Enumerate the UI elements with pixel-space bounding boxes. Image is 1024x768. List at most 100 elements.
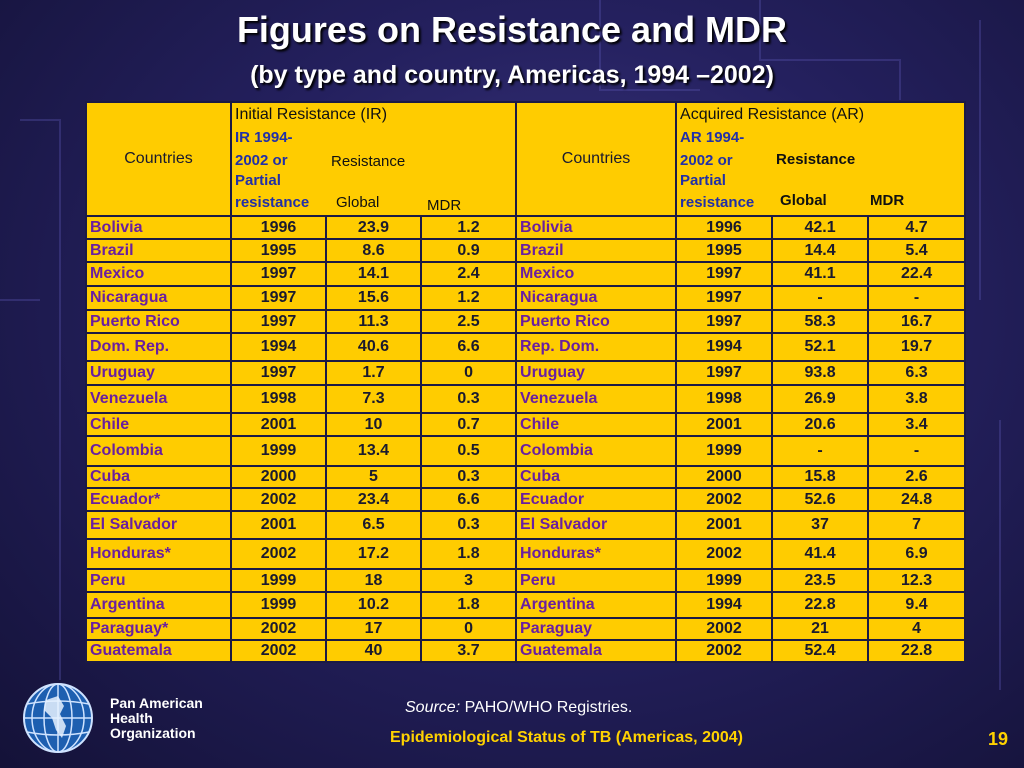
acquired-global-cell: 20.6 [771, 412, 870, 437]
initial-mdr-cell: 0.3 [419, 465, 518, 489]
initial-year-cell: 1997 [230, 309, 327, 334]
acquired-country-cell: Peru [515, 568, 678, 593]
initial-country-cell: Ecuador* [85, 487, 232, 512]
acquired-mdr-cell: 2.6 [867, 465, 967, 489]
source-text: PAHO/WHO Registries. [460, 699, 633, 716]
acquired-mdr-cell: - [867, 285, 967, 311]
acquired-country-cell: Ecuador [515, 487, 678, 512]
table-row: El Salvador 2001 6.5 0.3 El Salvador 2001 37 7 [85, 510, 967, 540]
initial-global-cell: 17 [325, 617, 422, 641]
initial-resistance-title: Initial Resistance (IR) [235, 106, 388, 123]
acquired-mdr-cell: 4.7 [867, 215, 967, 240]
table-row: Peru 1999 18 3 Peru 1999 23.5 12.3 [85, 568, 967, 593]
acquired-mdr-cell: 16.7 [867, 309, 967, 334]
initial-global-cell: 40 [325, 639, 422, 663]
initial-mdr-cell: 6.6 [419, 487, 518, 512]
acquired-mdr-cell: 24.8 [867, 487, 967, 512]
acquired-mdr-cell: 22.8 [867, 639, 967, 663]
acquired-global-cell: 21 [771, 617, 870, 641]
table-row: Cuba 2000 5 0.3 Cuba 2000 15.8 2.6 [85, 465, 967, 489]
source-label: Source: [405, 699, 461, 716]
initial-year-cell: 2001 [230, 412, 327, 437]
initial-mdr-label: MDR [427, 197, 462, 214]
initial-global-cell: 10.2 [325, 591, 422, 619]
org-line-3: Organization [110, 725, 196, 741]
initial-mdr-cell: 1.8 [419, 538, 518, 570]
acquired-global-cell: 15.8 [771, 465, 870, 489]
acquired-year-cell: 1994 [675, 332, 774, 362]
acquired-country-cell: Honduras* [515, 538, 678, 570]
initial-resistance-label: Resistance [331, 153, 406, 170]
org-line-1: Pan American [110, 695, 203, 711]
table-header-row: Countries Initial Resistance (IR) IR 199… [85, 101, 967, 217]
acquired-year-cell: 1998 [675, 384, 774, 414]
acquired-year-cell: 2002 [675, 538, 774, 570]
acquired-year-cell: 1997 [675, 360, 774, 386]
initial-country-cell: Uruguay [85, 360, 232, 386]
initial-years-line4: resistance [235, 194, 310, 211]
acquired-country-cell: Cuba [515, 465, 678, 489]
initial-global-cell: 14.1 [325, 261, 422, 287]
acquired-global-cell: - [771, 435, 870, 467]
initial-country-cell: Chile [85, 412, 232, 437]
acquired-resistance-title: Acquired Resistance (AR) [680, 106, 865, 123]
table-row: Ecuador* 2002 23.4 6.6 Ecuador 2002 52.6 24.8 [85, 487, 967, 512]
acquired-mdr-label: MDR [870, 192, 905, 209]
acquired-global-cell: 37 [771, 510, 870, 540]
initial-global-cell: 6.5 [325, 510, 422, 540]
table-row: Bolivia 1996 23.9 1.2 Bolivia 1996 42.1 4.7 [85, 215, 967, 240]
header-acquired-resistance: Acquired Resistance (AR) AR 1994- 2002 o… [675, 101, 967, 217]
acquired-mdr-cell: 4 [867, 617, 967, 641]
acquired-year-cell: 1997 [675, 261, 774, 287]
initial-year-cell: 1997 [230, 261, 327, 287]
initial-global-cell: 11.3 [325, 309, 422, 334]
acquired-resistance-label: Resistance [776, 151, 856, 168]
initial-mdr-cell: 0.7 [419, 412, 518, 437]
initial-mdr-cell: 2.5 [419, 309, 518, 334]
initial-country-cell: El Salvador [85, 510, 232, 540]
acquired-country-cell: Guatemala [515, 639, 678, 663]
initial-year-cell: 1995 [230, 238, 327, 263]
acquired-global-label: Global [780, 192, 827, 209]
table-row: Brazil 1995 8.6 0.9 Brazil 1995 14.4 5.4 [85, 238, 967, 263]
initial-global-cell: 13.4 [325, 435, 422, 467]
initial-country-cell: Venezuela [85, 384, 232, 414]
acquired-mdr-cell: 5.4 [867, 238, 967, 263]
acquired-year-cell: 1997 [675, 309, 774, 334]
acquired-mdr-cell: 9.4 [867, 591, 967, 619]
acquired-country-cell: Nicaragua [515, 285, 678, 311]
initial-country-cell: Colombia [85, 435, 232, 467]
table-row: Dom. Rep. 1994 40.6 6.6 Rep. Dom. 1994 52.1 19.… [85, 332, 967, 362]
acquired-year-cell: 1999 [675, 435, 774, 467]
initial-country-cell: Mexico [85, 261, 232, 287]
header-countries-initial: Countries [85, 101, 232, 217]
acquired-year-cell: 1999 [675, 568, 774, 593]
acquired-country-cell: Paraguay [515, 617, 678, 641]
initial-global-cell: 18 [325, 568, 422, 593]
acquired-year-cell: 2001 [675, 412, 774, 437]
table-row: Nicaragua 1997 15.6 1.2 Nicaragua 1997- - [85, 285, 967, 311]
acquired-years-line2: 2002 or [680, 152, 733, 169]
initial-mdr-cell: 3.7 [419, 639, 518, 663]
acquired-years-line3: Partial [680, 172, 726, 189]
acquired-global-cell: 42.1 [771, 215, 870, 240]
initial-years-line3: Partial [235, 172, 281, 189]
initial-years-line1: IR 1994- [235, 129, 293, 146]
initial-mdr-cell: 6.6 [419, 332, 518, 362]
initial-global-cell: 8.6 [325, 238, 422, 263]
table-row: Venezuela 1998 7.3 0.3 Venezuela 1998 26.9 3.8 [85, 384, 967, 414]
table-row: Mexico 1997 14.1 2.4 Mexico 1997 41.1 22.4 [85, 261, 967, 287]
publication-footer: Epidemiological Status of TB (Americas, … [390, 729, 743, 746]
acquired-years-line4: resistance [680, 194, 755, 211]
acquired-mdr-cell: 7 [867, 510, 967, 540]
acquired-mdr-cell: 3.4 [867, 412, 967, 437]
initial-global-cell: 23.4 [325, 487, 422, 512]
initial-country-cell: Nicaragua [85, 285, 232, 311]
acquired-year-cell: 2002 [675, 487, 774, 512]
initial-global-cell: 15.6 [325, 285, 422, 311]
slide-subtitle: (by type and country, Americas, 1994 –20… [250, 61, 774, 89]
table-row: Honduras* 2002 17.2 1.8 Honduras* 2002 41.4 6.9 [85, 538, 967, 570]
initial-global-cell: 17.2 [325, 538, 422, 570]
initial-year-cell: 2002 [230, 639, 327, 663]
